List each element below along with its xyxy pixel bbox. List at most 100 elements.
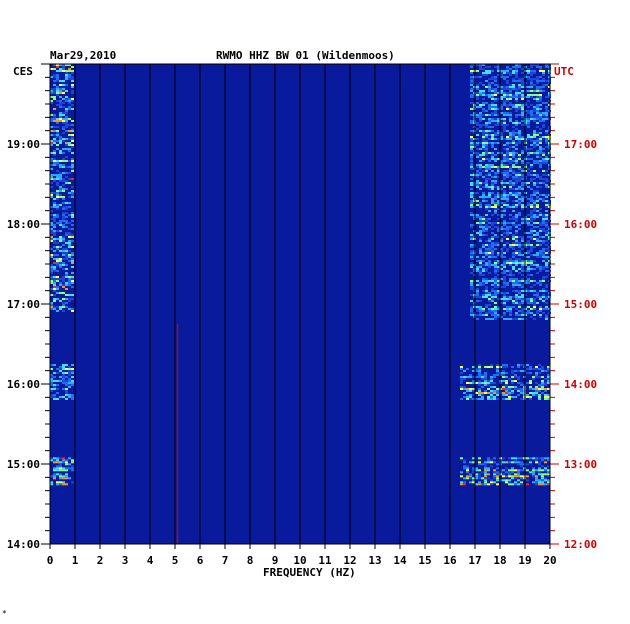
heat-cell: [482, 282, 485, 284]
heat-cell: [490, 382, 493, 384]
heat-cell: [497, 314, 500, 316]
heat-cell: [536, 66, 539, 68]
heat-cell: [527, 124, 530, 126]
heat-cell: [488, 86, 491, 88]
heat-cell: [59, 106, 62, 108]
heat-cell: [488, 272, 491, 274]
heat-cell: [518, 272, 521, 274]
heat-cell: [475, 477, 478, 480]
heat-cell: [59, 300, 62, 302]
heat-cell: [479, 252, 482, 254]
heat-cell: [488, 308, 491, 310]
heat-cell: [545, 174, 548, 176]
heat-cell: [490, 394, 493, 396]
heat-cell: [541, 457, 544, 460]
heat-cell: [497, 134, 500, 136]
heat-cell: [509, 68, 512, 70]
heat-cell: [500, 164, 503, 166]
heat-cell: [482, 124, 485, 126]
heat-cell: [478, 380, 481, 382]
heat-cell: [517, 376, 520, 378]
heat-cell: [50, 457, 53, 460]
heat-cell: [65, 100, 68, 102]
heat-cell: [59, 465, 62, 468]
heat-cell: [509, 218, 512, 220]
heat-cell: [68, 384, 71, 386]
heat-cell: [62, 298, 65, 300]
heat-cell: [503, 244, 506, 246]
heat-cell: [497, 230, 500, 232]
heat-cell: [517, 364, 520, 366]
heat-cell: [484, 372, 487, 374]
heat-cell: [68, 100, 71, 102]
heat-cell: [479, 182, 482, 184]
heat-cell: [494, 174, 497, 176]
heat-cell: [542, 266, 545, 268]
heat-cell: [545, 284, 548, 286]
heat-cell: [509, 262, 512, 264]
heat-cell: [533, 182, 536, 184]
heat-cell: [503, 182, 506, 184]
heat-cell: [469, 461, 472, 464]
heat-cell: [527, 118, 530, 120]
heat-cell: [533, 160, 536, 162]
heat-cell: [527, 260, 530, 262]
heat-cell: [56, 208, 59, 210]
heat-cell: [59, 136, 62, 138]
heat-cell: [488, 240, 491, 242]
heat-cell: [506, 154, 509, 156]
x-tick-label: 4: [147, 554, 154, 567]
heat-cell: [491, 96, 494, 98]
heat-cell: [50, 475, 53, 478]
heat-cell: [488, 164, 491, 166]
heat-cell: [536, 232, 539, 234]
heat-cell: [470, 164, 473, 166]
heat-cell: [487, 388, 490, 390]
heat-cell: [533, 114, 536, 116]
heat-cell: [71, 162, 74, 164]
heat-cell: [497, 266, 500, 268]
heat-cell: [494, 182, 497, 184]
heat-cell: [56, 246, 59, 248]
heat-cell: [482, 142, 485, 144]
heat-cell: [65, 120, 68, 122]
heat-cell: [56, 368, 59, 370]
heat-cell: [488, 222, 491, 224]
heat-cell: [530, 86, 533, 88]
heat-cell: [497, 98, 500, 100]
heat-cell: [481, 392, 484, 394]
heat-cell: [512, 284, 515, 286]
heat-cell: [539, 266, 542, 268]
heat-cell: [521, 92, 524, 94]
heat-cell: [530, 90, 533, 92]
heat-cell: [50, 178, 53, 180]
heat-cell: [62, 238, 65, 240]
heat-cell: [487, 467, 490, 470]
x-tick-label: 1: [72, 554, 79, 567]
heat-cell: [503, 156, 506, 158]
heat-cell: [479, 250, 482, 252]
heat-cell: [71, 384, 74, 386]
heat-cell: [539, 150, 542, 152]
heat-cell: [545, 116, 548, 118]
heat-cell: [472, 479, 475, 482]
heat-cell: [482, 154, 485, 156]
heat-cell: [542, 152, 545, 154]
heat-cell: [481, 471, 484, 474]
heat-cell: [515, 262, 518, 264]
heat-cell: [65, 258, 68, 260]
heat-cell: [491, 224, 494, 226]
heat-cell: [479, 284, 482, 286]
heat-cell: [481, 386, 484, 388]
heat-cell: [71, 76, 74, 78]
heat-cell: [520, 392, 523, 394]
heat-cell: [521, 248, 524, 250]
heat-cell: [533, 306, 536, 308]
heat-cell: [494, 296, 497, 298]
heat-cell: [53, 198, 56, 200]
heat-cell: [476, 256, 479, 258]
heat-cell: [527, 220, 530, 222]
heat-cell: [521, 270, 524, 272]
heat-cell: [488, 292, 491, 294]
heat-cell: [530, 78, 533, 80]
